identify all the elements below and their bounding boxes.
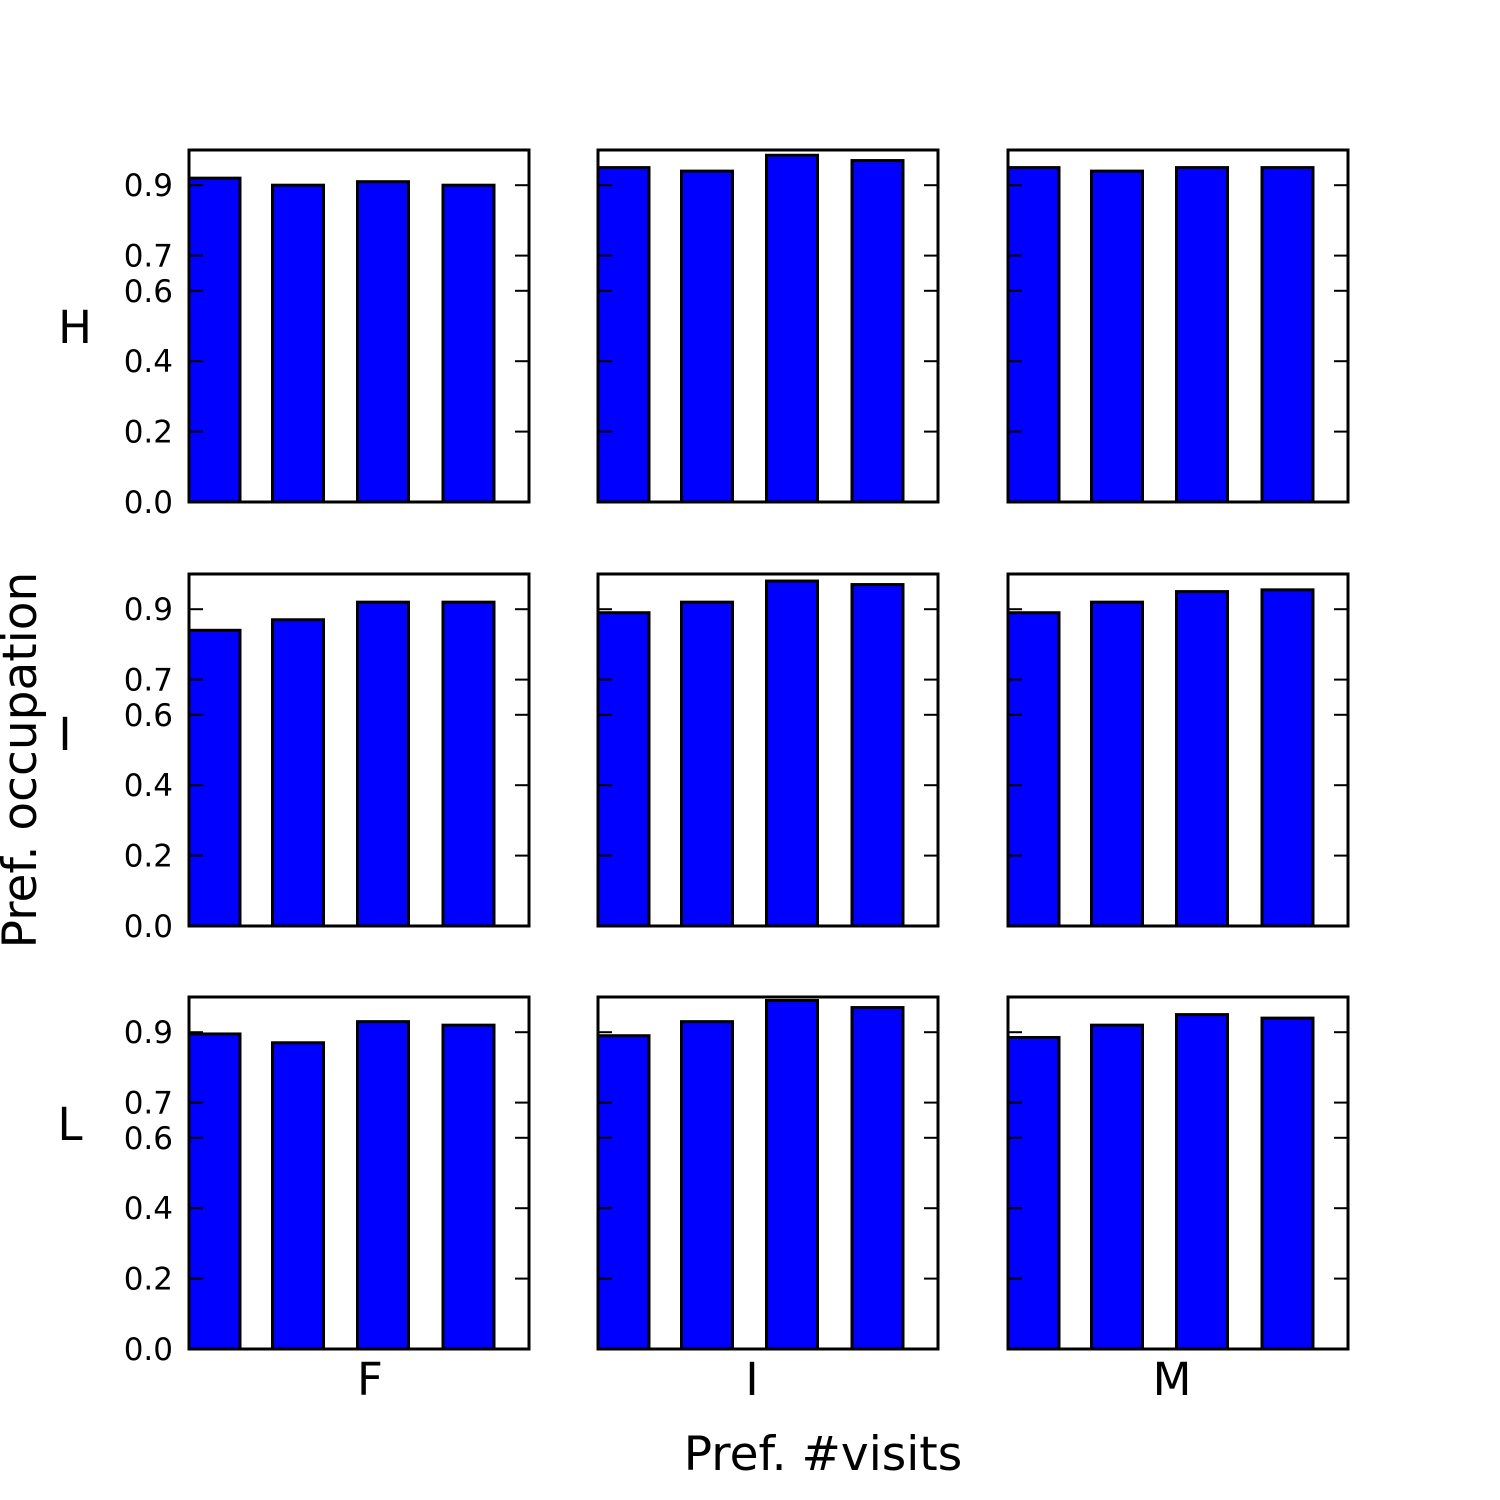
y-tick-label: 0.0 bbox=[124, 1332, 173, 1368]
bar bbox=[441, 1023, 496, 1351]
col-label-1: I bbox=[745, 1353, 758, 1406]
bar bbox=[596, 1034, 651, 1351]
bar bbox=[187, 1032, 242, 1351]
y-tick-label: 0.0 bbox=[124, 485, 173, 521]
panel-h-m bbox=[1006, 148, 1350, 504]
y-tick-label: 0.0 bbox=[124, 909, 173, 945]
bar bbox=[1006, 1035, 1061, 1351]
bar bbox=[1260, 1016, 1315, 1351]
panel-i-m bbox=[1006, 572, 1350, 928]
y-tick-label: 0.2 bbox=[124, 839, 173, 875]
bar bbox=[596, 611, 651, 928]
bar bbox=[680, 600, 734, 928]
panel-frame bbox=[1006, 572, 1350, 928]
bar bbox=[1006, 611, 1061, 928]
panel-l-m bbox=[1006, 995, 1350, 1351]
panel-frame bbox=[596, 995, 940, 1351]
panel-frame bbox=[187, 995, 531, 1351]
y-tick-label: 0.7 bbox=[124, 239, 173, 275]
bar bbox=[441, 600, 496, 928]
panel-frame bbox=[187, 572, 531, 928]
y-tick-label: 0.6 bbox=[124, 1121, 173, 1157]
y-tick-label: 0.9 bbox=[124, 1015, 173, 1051]
x-axis-label: Pref. #visits bbox=[684, 1427, 962, 1482]
panel-frame bbox=[1006, 995, 1350, 1351]
bar bbox=[271, 183, 325, 504]
bar bbox=[356, 180, 410, 504]
bar bbox=[1090, 1023, 1144, 1351]
bar bbox=[850, 1006, 905, 1351]
bar bbox=[680, 1020, 734, 1351]
bar bbox=[1260, 166, 1315, 504]
panel-h-f: 0.0 0.2 0.4 0.60.7 0.9 bbox=[124, 148, 531, 521]
row-label-2: L bbox=[57, 1098, 82, 1151]
row-label-0: H bbox=[58, 301, 92, 354]
row-label-1: I bbox=[58, 708, 71, 761]
y-tick-label: 0.6 bbox=[124, 274, 173, 310]
panel-h-i bbox=[596, 148, 940, 504]
bar bbox=[1175, 590, 1229, 928]
y-tick-label: 0.7 bbox=[124, 1086, 173, 1122]
y-tick-label: 0.6 bbox=[124, 698, 173, 734]
bar bbox=[356, 600, 410, 928]
panel-i-i bbox=[596, 572, 940, 928]
y-tick-label: 0.4 bbox=[124, 1191, 173, 1227]
bar bbox=[187, 628, 242, 928]
bar bbox=[1006, 166, 1061, 504]
y-axis-label: Pref. occupation bbox=[0, 572, 48, 949]
panel-frame bbox=[187, 148, 531, 504]
bar bbox=[596, 166, 651, 504]
panel-l-i bbox=[596, 995, 940, 1351]
y-tick-label: 0.4 bbox=[124, 344, 173, 380]
bar bbox=[1260, 588, 1315, 928]
y-tick-label: 0.2 bbox=[124, 1262, 173, 1298]
panel-l-f: 0.0 0.2 0.4 0.60.7 0.9 bbox=[124, 995, 531, 1368]
col-label-2: M bbox=[1153, 1353, 1192, 1406]
col-label-0: F bbox=[357, 1353, 383, 1406]
y-tick-label: 0.9 bbox=[124, 168, 173, 204]
bar bbox=[271, 618, 325, 928]
y-tick-label: 0.2 bbox=[124, 415, 173, 451]
bar bbox=[765, 153, 819, 504]
bar bbox=[187, 176, 242, 504]
bar bbox=[1090, 600, 1144, 928]
y-tick-label: 0.9 bbox=[124, 592, 173, 628]
bar bbox=[1175, 166, 1229, 504]
bar bbox=[356, 1020, 410, 1351]
bar bbox=[765, 999, 819, 1351]
y-tick-label: 0.4 bbox=[124, 768, 173, 804]
bar bbox=[271, 1041, 325, 1351]
panel-frame bbox=[596, 148, 940, 504]
bar bbox=[1090, 169, 1144, 504]
bar bbox=[765, 579, 819, 928]
panel-i-f: 0.0 0.2 0.4 0.60.7 0.9 bbox=[124, 572, 531, 945]
bar bbox=[850, 159, 905, 504]
panels: 0.00.20.40.60.70.90.00.20.40.60.70.90.00… bbox=[124, 148, 1350, 1368]
bar bbox=[441, 183, 496, 504]
bar bbox=[680, 169, 734, 504]
panel-frame bbox=[596, 572, 940, 928]
y-tick-label: 0.7 bbox=[124, 663, 173, 699]
panel-frame bbox=[1006, 148, 1350, 504]
bar bbox=[850, 583, 905, 928]
bar bbox=[1175, 1013, 1229, 1351]
